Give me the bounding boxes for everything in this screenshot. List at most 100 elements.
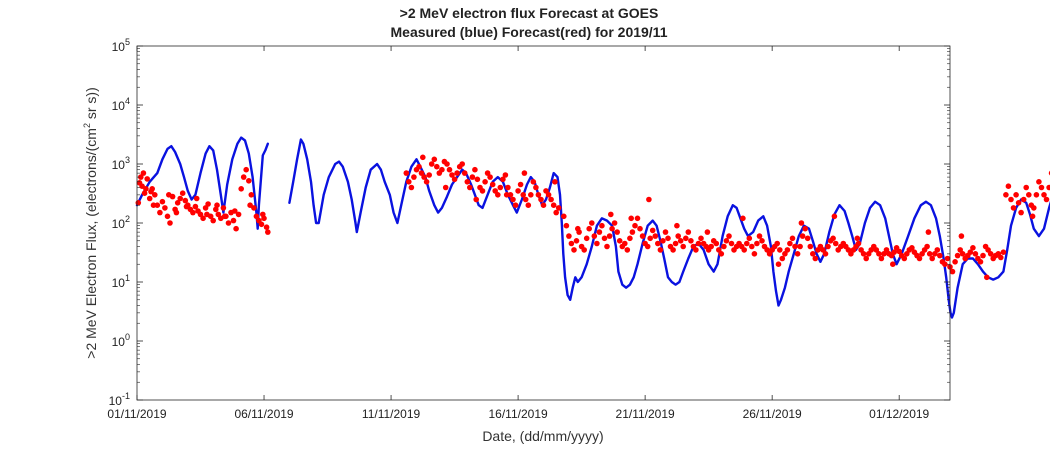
forecast-point (647, 235, 653, 242)
forecast-point (469, 174, 476, 180)
forecast-point (644, 243, 651, 250)
forecast-point (677, 238, 684, 244)
forecast-point (624, 247, 631, 253)
forecast-point (482, 179, 488, 185)
forecast-point (987, 251, 994, 257)
forecast-point (896, 248, 902, 255)
forecast-point (680, 243, 686, 250)
forecast-point (622, 240, 628, 247)
forecast-point (589, 220, 595, 226)
forecast-point (1013, 192, 1019, 198)
forecast-point (152, 192, 158, 198)
forecast-point (698, 235, 704, 242)
forecast-point (972, 251, 979, 257)
forecast-point (575, 225, 581, 232)
x-tick-label: 06/11/2019 (234, 407, 293, 421)
y-axis-label-superscript: 2 (82, 123, 92, 128)
forecast-point (863, 255, 869, 262)
forecast-point (253, 213, 260, 220)
forecast-point (1041, 192, 1047, 198)
forecast-point (657, 247, 664, 253)
forecast-point (797, 243, 803, 250)
forecast-point (138, 174, 144, 180)
forecast-point (177, 195, 183, 202)
forecast-point (944, 255, 951, 262)
forecast-point (182, 197, 189, 204)
forecast-point (538, 196, 544, 203)
forecast-point (1026, 192, 1032, 198)
forecast-point (802, 225, 808, 232)
forecast-point (474, 176, 481, 183)
forecast-point (238, 186, 244, 192)
forecast-point (704, 229, 711, 235)
forecast-point (221, 213, 228, 220)
forecast-point (718, 251, 725, 257)
forecast-point (675, 233, 681, 239)
forecast-point (479, 188, 486, 194)
forecast-point (634, 215, 641, 222)
forecast-point (510, 196, 516, 203)
forecast-point (193, 195, 200, 202)
plot-data (135, 136, 1050, 319)
forecast-point (1029, 213, 1036, 220)
forecast-point (473, 196, 480, 203)
forecast-point (159, 198, 166, 205)
forecast-point (533, 184, 539, 191)
y-tick-label: 101 (112, 273, 130, 290)
forecast-point (505, 184, 511, 191)
forecast-point (726, 233, 732, 239)
forecast-point (627, 235, 633, 242)
forecast-point (754, 240, 760, 247)
forecast-point (162, 205, 168, 211)
forecast-point (792, 243, 798, 250)
forecast-point (454, 170, 460, 176)
y-tick-label: 105 (112, 37, 130, 54)
forecast-point (451, 176, 458, 183)
forecast-point (942, 261, 948, 268)
forecast-point (210, 217, 216, 224)
forecast-point (173, 209, 180, 216)
x-tick-label: 01/11/2019 (107, 407, 166, 421)
forecast-point (495, 192, 501, 198)
forecast-point (166, 192, 172, 198)
forecast-point (248, 192, 255, 198)
forecast-point (756, 233, 763, 239)
forecast-point (1003, 192, 1009, 198)
forecast-point (247, 202, 253, 208)
forecast-point (220, 205, 227, 211)
forecast-point (408, 184, 415, 191)
forecast-point (263, 224, 270, 230)
forecast-point (428, 161, 435, 167)
forecast-point (1010, 205, 1017, 211)
forecast-point (192, 203, 199, 210)
forecast-point (708, 243, 714, 250)
forecast-point (1008, 196, 1014, 203)
forecast-point (614, 229, 620, 235)
forecast-point (812, 255, 819, 262)
forecast-point (774, 240, 780, 247)
forecast-point (998, 254, 1004, 261)
forecast-point (1033, 192, 1040, 198)
x-tick-label: 26/11/2019 (743, 407, 802, 421)
forecast-point (148, 188, 154, 195)
forecast-point (561, 213, 567, 220)
forecast-point (759, 238, 765, 244)
y-tick-label: 104 (112, 96, 130, 113)
y-axis-label-tail: sr s)) (83, 87, 99, 123)
forecast-point (515, 188, 521, 194)
forecast-point (929, 255, 935, 262)
forecast-point (655, 240, 661, 247)
forecast-point (446, 166, 453, 173)
forecast-point (444, 161, 450, 167)
forecast-point (522, 196, 529, 203)
forecast-point (1036, 179, 1042, 185)
forecast-point (860, 251, 867, 257)
measured-flux-line (135, 136, 269, 230)
forecast-point (787, 240, 793, 247)
forecast-point (740, 215, 746, 222)
forecast-point (521, 170, 528, 176)
forecast-point (571, 247, 577, 253)
forecast-point (744, 240, 750, 247)
forecast-point (167, 220, 173, 226)
forecast-point (449, 172, 455, 178)
